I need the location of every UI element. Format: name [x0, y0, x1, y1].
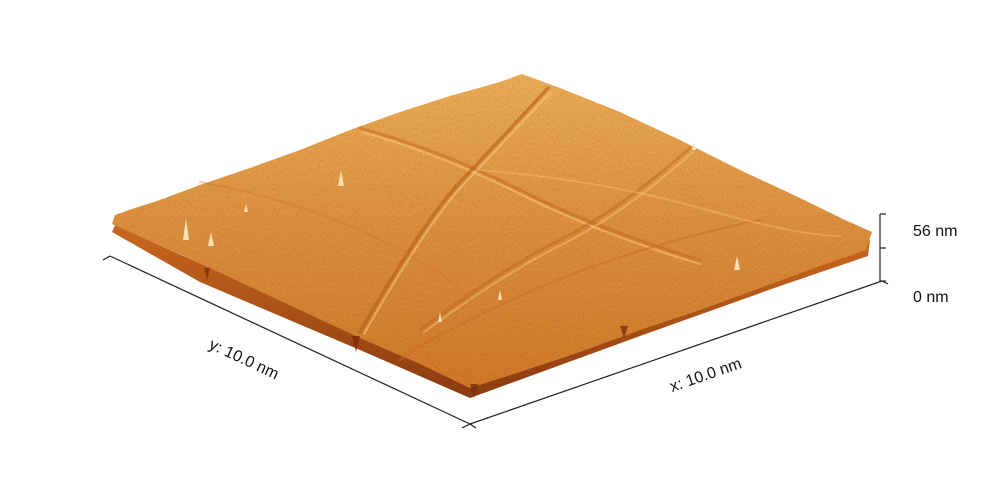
- surface-spikes: [183, 142, 740, 322]
- surface-pits: [204, 268, 628, 398]
- z-scale-bar: [879, 213, 886, 282]
- z-min-label: 0 nm: [913, 289, 949, 306]
- y-axis-label: y: 10.0 nm: [206, 336, 281, 383]
- surface-scratches: [199, 86, 841, 362]
- x-axis-label: x: 10.0 nm: [668, 355, 744, 395]
- afm-surface: [112, 74, 872, 388]
- z-max-label: 56 nm: [913, 223, 957, 240]
- y-axis: [102, 255, 471, 429]
